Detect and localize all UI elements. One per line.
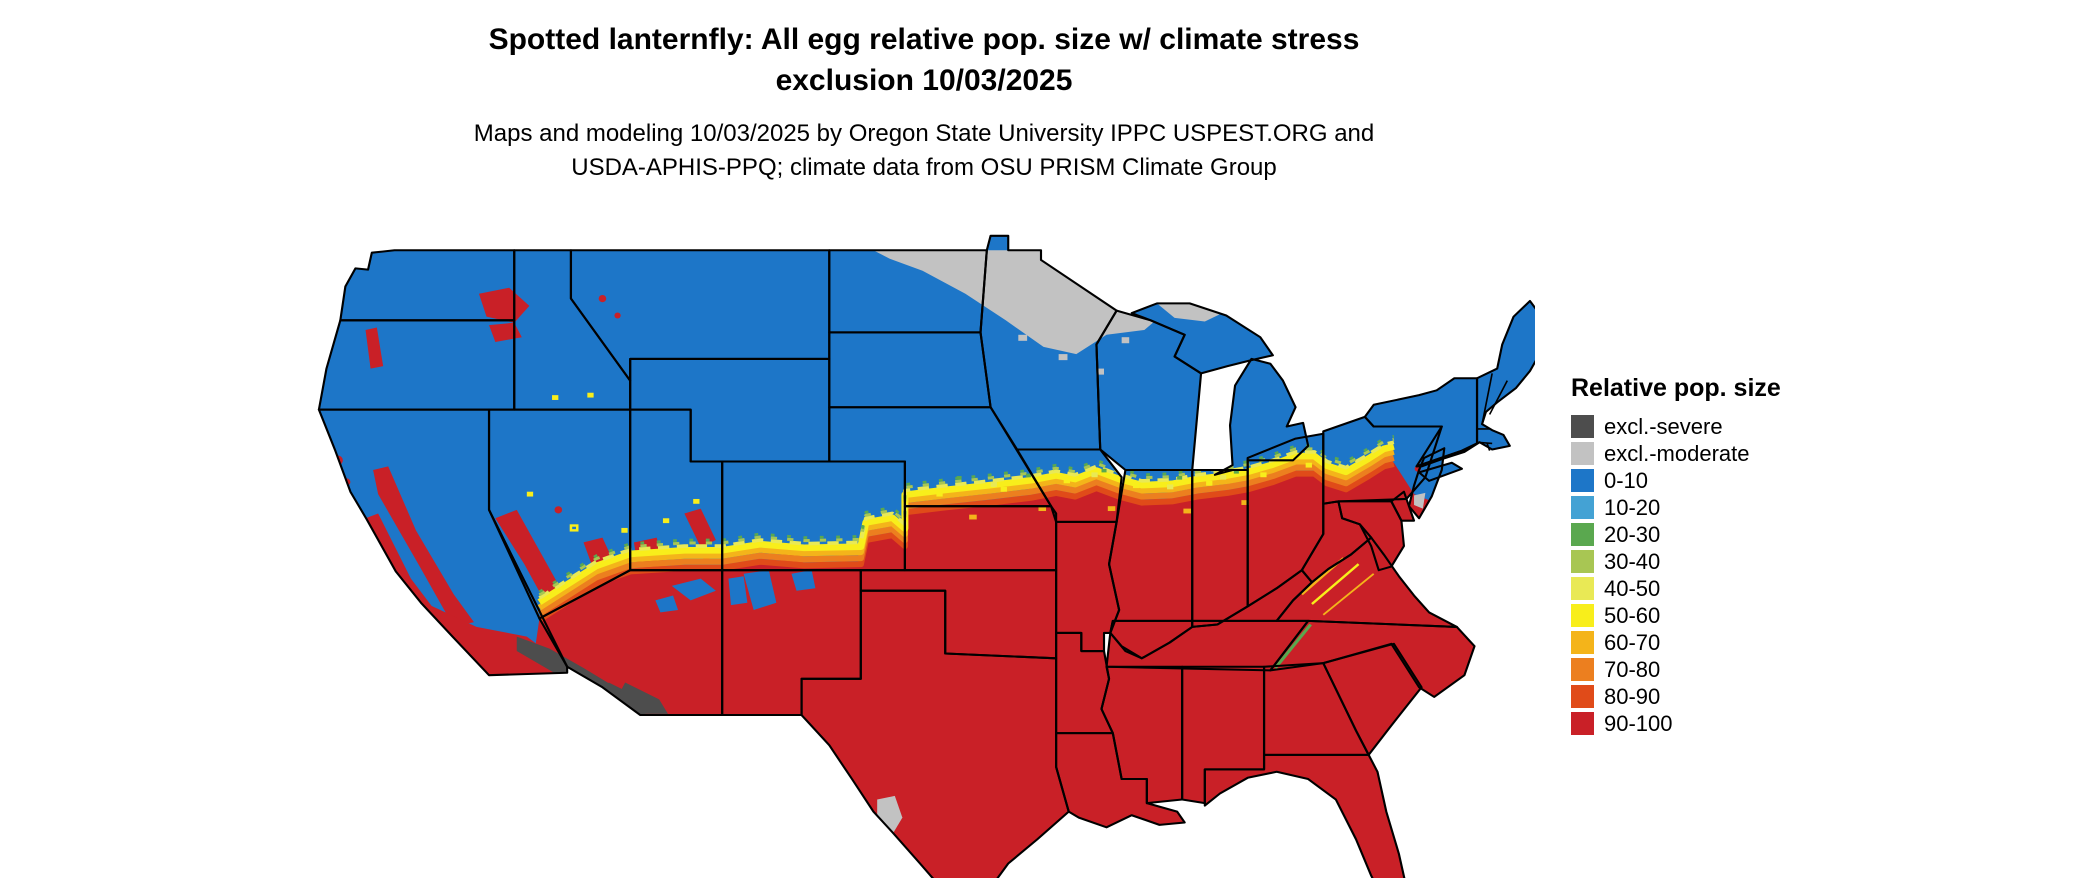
legend-item: 60-70 [1571,629,1781,656]
legend-item: 90-100 [1571,710,1781,737]
legend-swatch [1571,631,1594,654]
legend-swatch [1571,469,1594,492]
map-title-line1: Spotted lanternfly: All egg relative pop… [488,23,1360,56]
north-exclusion-moderate-band [873,250,1220,375]
map-subtitle-line1: Maps and modeling 10/03/2025 by Oregon S… [473,120,1375,147]
legend-label: 0-10 [1604,467,1649,493]
map-subtitle: Maps and modeling 10/03/2025 by Oregon S… [0,117,1848,184]
west-yellow-specks [526,392,700,533]
legend-label: 70-80 [1604,656,1661,682]
map-header: Spotted lanternfly: All egg relative pop… [0,20,1848,184]
band-speckles [936,462,1312,520]
legend-label: excl.-severe [1604,413,1723,439]
legend-label: excl.-moderate [1604,440,1750,466]
legend-item: 10-20 [1571,494,1781,521]
legend-swatch [1571,415,1594,438]
legend-label: 40-50 [1604,575,1661,601]
legend-item: excl.-moderate [1571,440,1781,467]
legend-item: 50-60 [1571,602,1781,629]
legend-swatch [1571,604,1594,627]
legend-swatch [1571,712,1594,735]
legend-label: 30-40 [1604,548,1661,574]
legend-swatch [1571,442,1594,465]
map-title: Spotted lanternfly: All egg relative pop… [0,20,1848,101]
map-subtitle-line2: USDA-APHIS-PPQ; climate data from OSU PR… [571,153,1277,181]
map-legend: Relative pop. size excl.-severe excl.-mod… [1571,374,1781,737]
legend-label: 80-90 [1604,683,1661,709]
legend-label: 50-60 [1604,602,1661,628]
legend-swatch [1571,685,1594,708]
legend-item: 20-30 [1571,521,1781,548]
legend-swatch [1571,550,1594,573]
legend-label: 20-30 [1604,521,1661,547]
legend-swatch [1571,523,1594,546]
legend-item: 70-80 [1571,656,1781,683]
legend-label: 60-70 [1604,629,1661,655]
legend-label: 90-100 [1604,710,1673,736]
legend-title: Relative pop. size [1571,374,1781,402]
map-fill-layers [318,235,1546,878]
legend-swatch [1571,658,1594,681]
legend-swatch [1571,496,1594,519]
legend-swatch [1571,577,1594,600]
legend-items: excl.-severe excl.-moderate 0-10 10-20 20-30… [1571,413,1781,737]
legend-item: 40-50 [1571,575,1781,602]
state-boundaries [317,234,1547,892]
legend-item: 0-10 [1571,467,1781,494]
us-map-container [300,202,1547,892]
legend-item: 30-40 [1571,548,1781,575]
legend-label: 10-20 [1604,494,1661,520]
legend-item: excl.-severe [1571,413,1781,440]
new-england-internal-borders [1476,373,1509,451]
us-map [317,234,1547,892]
legend-item: 80-90 [1571,683,1781,710]
map-title-line2: exclusion 10/03/2025 [775,63,1073,97]
